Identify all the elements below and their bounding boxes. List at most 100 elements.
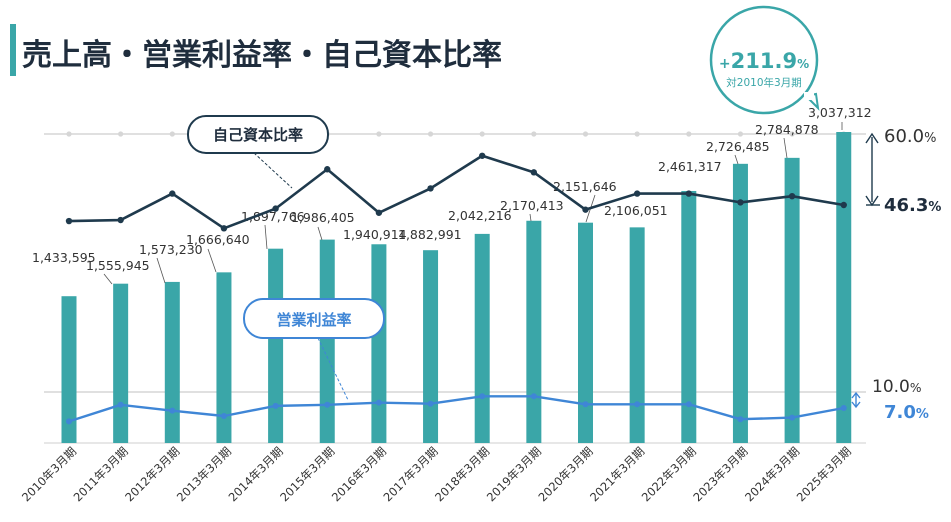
sales-bar: [268, 248, 284, 443]
margin-callout-box: [243, 298, 385, 339]
sales-value-label: 1,573,230: [139, 242, 203, 257]
reference-dot: [376, 131, 382, 137]
margin-point: [169, 407, 176, 414]
margin-point: [737, 416, 744, 423]
sales-value-label: 1,882,991: [398, 227, 462, 242]
margin-point: [479, 393, 486, 400]
chart-title: 売上高・営業利益率・自己資本比率: [22, 38, 502, 73]
margin-point: [840, 404, 847, 411]
margin-arrow-head-up: [851, 391, 861, 399]
reference-dot: [118, 131, 124, 137]
margin-point: [789, 414, 796, 421]
label-leader-line: [783, 137, 788, 159]
margin-point: [582, 401, 589, 408]
sales-value-label: 2,461,317: [658, 159, 722, 174]
reference-dot: [737, 131, 744, 137]
equity-point: [530, 169, 538, 176]
sales-bar: [526, 220, 542, 443]
sales-bar: [836, 132, 852, 443]
equity-point: [427, 185, 434, 192]
badge-tail-mask: [804, 92, 814, 100]
margin-callout-pointer: [317, 337, 349, 401]
sales-bar: [474, 233, 490, 443]
equity-point: [685, 190, 692, 197]
sales-bar: [578, 222, 593, 443]
equity-end-label: 46.3%: [884, 195, 941, 216]
margin-point: [117, 401, 124, 408]
margin-point: [685, 401, 692, 408]
reference-dot: [169, 131, 175, 137]
growth-badge: [709, 5, 819, 115]
label-leader-line: [734, 154, 739, 165]
equity-point: [375, 209, 383, 216]
sales-bar: [681, 190, 697, 443]
margin-point: [427, 400, 434, 407]
label-leader-line: [103, 273, 113, 285]
equity-point: [479, 152, 486, 159]
equity-callout-pointer: [253, 152, 293, 189]
margin-point: [375, 399, 382, 406]
reference-dot: [582, 131, 589, 137]
reference-dot: [427, 131, 434, 137]
reference-dot: [66, 131, 72, 137]
sales-bar: [319, 239, 335, 443]
margin-callout-label: 営業利益率: [276, 311, 351, 329]
margin-point: [634, 401, 641, 408]
reference-dot: [686, 131, 692, 137]
sales-value-label: 2,170,413: [500, 198, 564, 213]
label-leader-line: [264, 224, 268, 250]
equity-callout-box: [187, 115, 329, 154]
equity-point: [220, 225, 228, 232]
margin-point: [66, 418, 72, 425]
equity-point: [840, 201, 847, 209]
equity-point: [582, 206, 589, 213]
margin-point: [272, 402, 279, 409]
margin-end-label: 7.0%: [884, 402, 929, 423]
equity-point: [65, 217, 73, 225]
operating-margin-line: [68, 395, 844, 423]
sales-bar: [61, 296, 77, 443]
label-leader-line: [529, 213, 532, 222]
sales-bar: [629, 227, 645, 443]
sales-bar: [164, 281, 180, 443]
reference-dot: [789, 131, 795, 137]
label-leader-line: [207, 248, 217, 273]
margin-point: [324, 401, 331, 408]
equity-point: [737, 199, 744, 206]
equity-point: [117, 216, 124, 224]
equity-point: [788, 192, 796, 200]
equity-point: [324, 166, 331, 173]
growth-badge-value: +211.9%: [719, 49, 809, 73]
equity-ratio-line: [68, 154, 844, 230]
sales-value-label: 1,897,766: [241, 209, 305, 224]
equity-point: [169, 190, 176, 197]
sales-value-label: 1,986,405: [291, 210, 355, 225]
equity-callout-label: 自己資本比率: [213, 126, 303, 144]
equity-point: [272, 205, 279, 212]
sales-bar: [371, 244, 387, 443]
sales-bar: [423, 250, 439, 443]
reference-dot: [531, 131, 537, 137]
sales-value-label: 1,940,914: [343, 227, 407, 242]
sales-value-label: 2,042,216: [448, 208, 512, 223]
sales-value-label: 2,784,878: [755, 122, 819, 137]
sales-value-label: 1,433,595: [32, 250, 96, 265]
growth-badge-subtitle: 対2010年3月期: [726, 76, 801, 89]
margin-arrow-head-down: [851, 401, 861, 409]
reference-dot: [634, 131, 640, 137]
margin-axis-max-label: 10.0%: [872, 377, 922, 397]
sales-value-label: 2,726,485: [706, 139, 770, 154]
margin-point: [530, 393, 537, 400]
equity-point: [633, 190, 641, 197]
equity-axis-max-label: 60.0%: [884, 126, 936, 147]
sales-bar: [732, 163, 748, 443]
title-accent-bar: [10, 24, 16, 76]
sales-value-label: 1,555,945: [86, 258, 150, 273]
sales-value-label: 2,151,646: [553, 179, 617, 194]
label-leader-line: [156, 257, 166, 284]
sales-value-label: 1,666,640: [186, 232, 250, 247]
reference-dot: [479, 131, 485, 137]
equity-arrow-head-up: [865, 132, 879, 144]
label-leader-line: [317, 226, 323, 241]
